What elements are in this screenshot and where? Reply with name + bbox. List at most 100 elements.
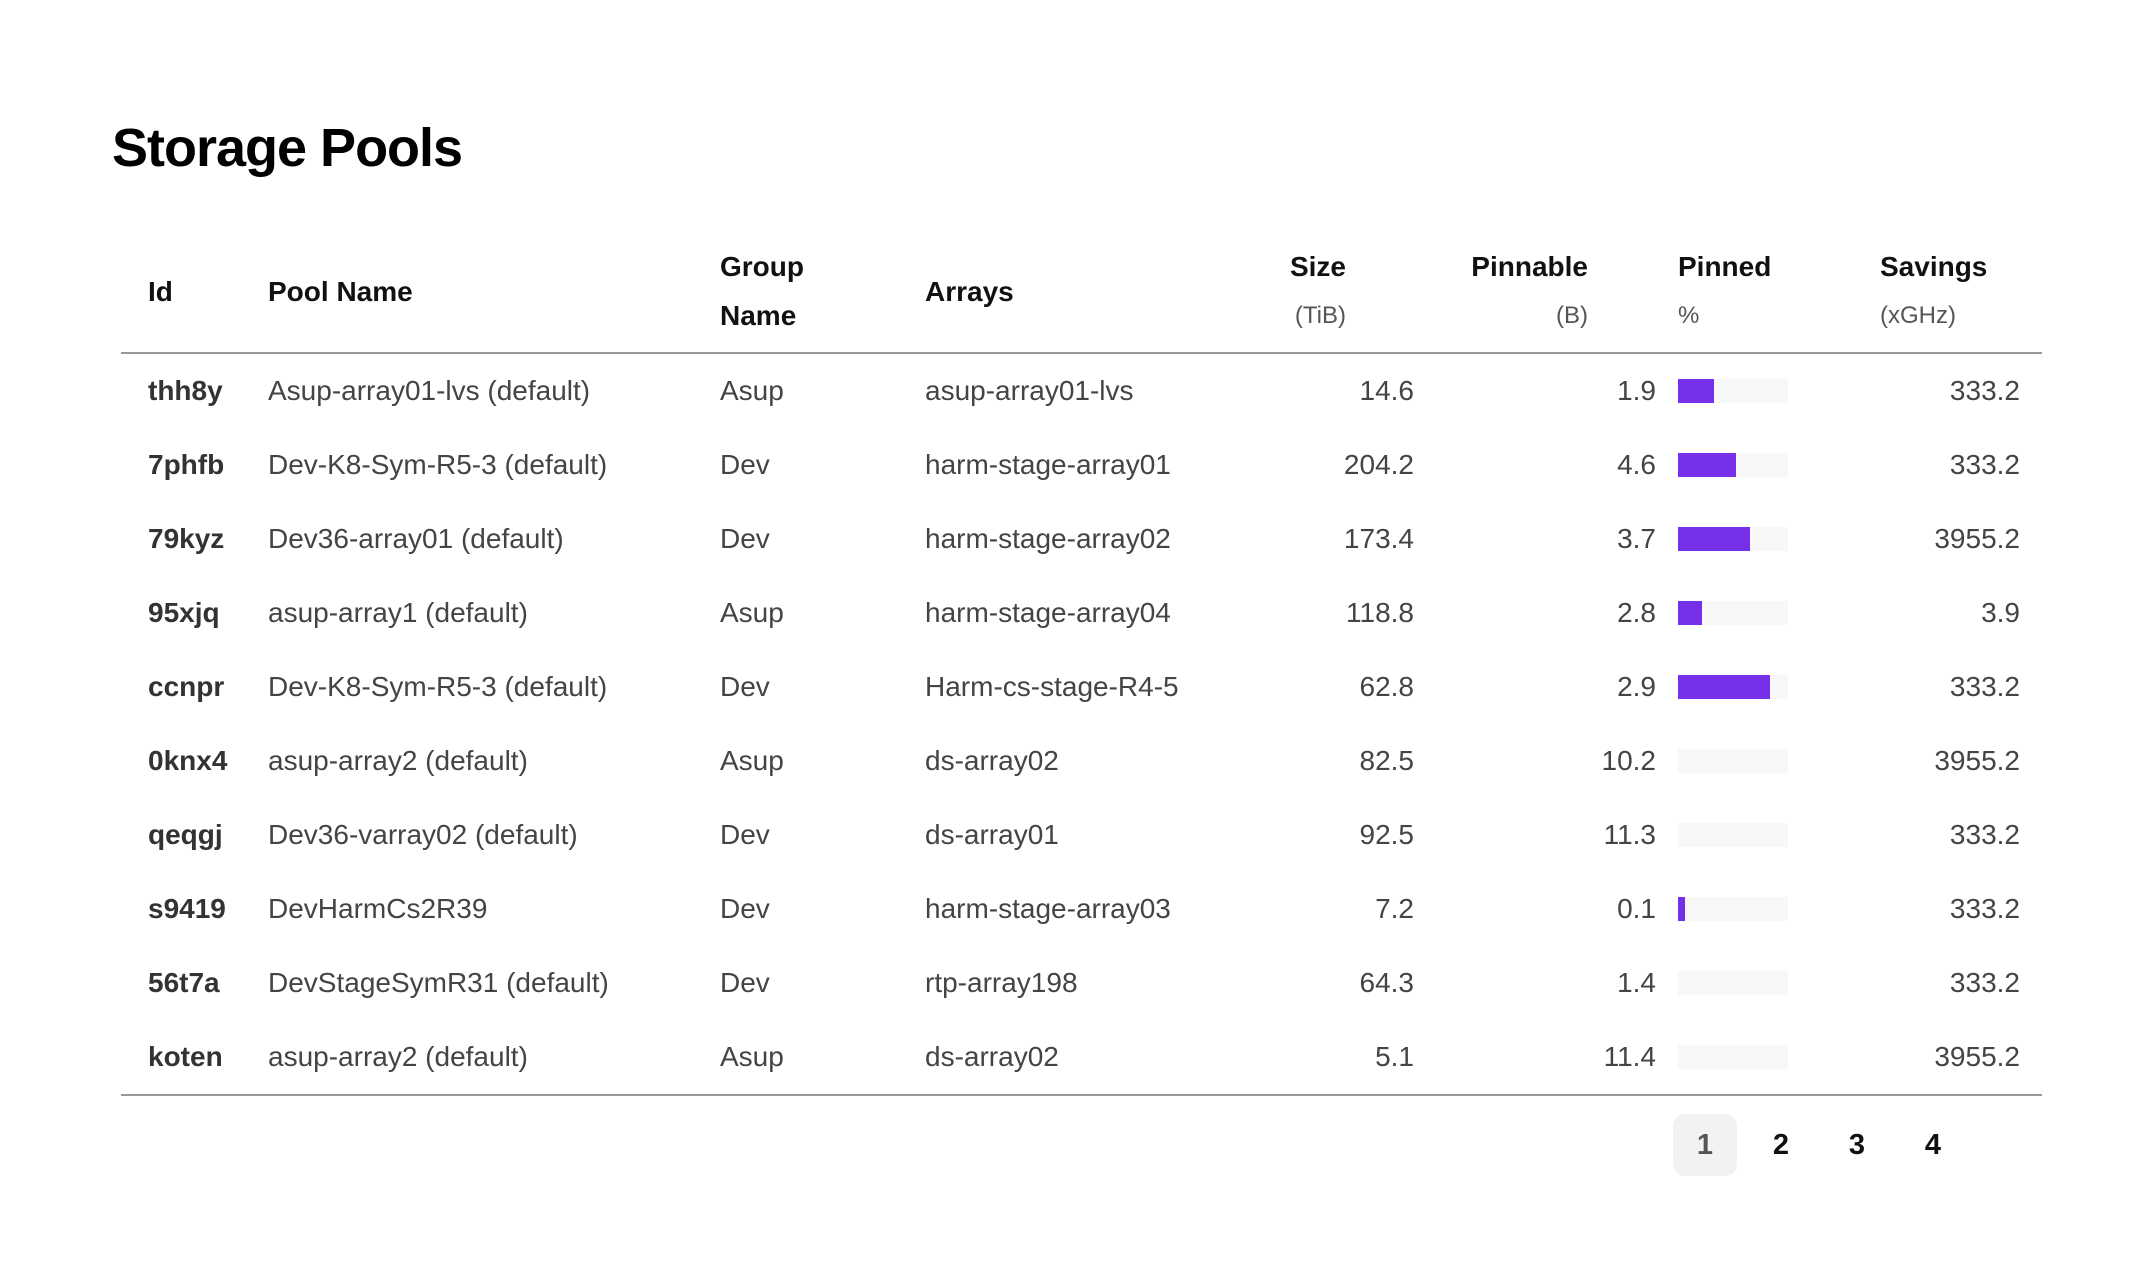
cell-id: 56t7a [148, 967, 220, 998]
cell-size: 14.6 [1359, 375, 1415, 406]
cell-arrays: ds-array01 [925, 819, 1059, 850]
cell-pinnable: 10.2 [1601, 745, 1657, 776]
pinned-bar-track [1678, 675, 1788, 699]
cell-pinnable: 1.4 [1617, 967, 1656, 998]
cell-group-name: Dev [720, 523, 770, 554]
cell-pinnable: 2.9 [1617, 671, 1656, 702]
pagination-page-4[interactable]: 4 [1901, 1114, 1965, 1176]
cell-id: qeqgj [148, 819, 223, 850]
cell-savings: 3955.2 [1934, 523, 2020, 554]
column-header-pinnable: Pinnable (B) [1414, 242, 1656, 340]
cell-pinnable: 3.7 [1617, 523, 1656, 554]
column-header-label: Arrays [925, 275, 1014, 307]
cell-pinned [1656, 823, 1880, 847]
cell-id: 79kyz [148, 523, 225, 554]
pagination-prev-button[interactable] [1605, 1114, 1661, 1176]
cell-pinned [1656, 379, 1880, 403]
pagination-next-button[interactable] [1977, 1114, 2033, 1176]
cell-arrays: asup-array01-lvs [925, 375, 1134, 406]
cell-pinned [1656, 971, 1880, 995]
cell-id: koten [148, 1041, 223, 1072]
column-header-label: Size [1289, 251, 1346, 282]
cell-arrays: harm-stage-array03 [925, 893, 1171, 924]
pinned-bar-fill [1678, 453, 1737, 477]
table-row: 0knx4 asup-array2 (default) Asup ds-array02… [121, 724, 2042, 798]
cell-id: 95xjq [148, 597, 220, 628]
cell-group-name: Asup [720, 597, 784, 628]
cell-size: 82.5 [1359, 745, 1415, 776]
column-header-label: Group Name [720, 251, 812, 331]
cell-pool-name: asup-array2 (default) [268, 1041, 528, 1072]
cell-pool-name: Dev36-array01 (default) [268, 523, 564, 554]
cell-size: 92.5 [1359, 819, 1415, 850]
cell-group-name: Dev [720, 819, 770, 850]
column-header-label: Id [148, 275, 173, 307]
cell-savings: 3955.2 [1934, 745, 2020, 776]
cell-savings: 333.2 [1949, 375, 2020, 406]
cell-id: ccnpr [148, 671, 225, 702]
table-row: qeqgj Dev36-varray02 (default) Dev ds-array… [121, 798, 2042, 872]
cell-id: s9419 [148, 893, 226, 924]
cell-arrays: ds-array02 [925, 745, 1059, 776]
page-title: Storage Pools [112, 118, 463, 178]
cell-pinned [1656, 1045, 1880, 1069]
cell-savings: 333.2 [1949, 671, 2020, 702]
cell-pinnable: 4.6 [1617, 449, 1656, 480]
column-header-label: Pool Name [268, 275, 413, 307]
table-row: 56t7a DevStageSymR31 (default) Dev rtp-arra… [121, 946, 2042, 1020]
pinned-bar-track [1678, 527, 1788, 551]
table-row: 95xjq asup-array1 (default) Asup harm-stage… [121, 576, 2042, 650]
pinned-bar-fill [1678, 675, 1771, 699]
pagination-page-1[interactable]: 1 [1673, 1114, 1737, 1176]
table-row: koten asup-array2 (default) Asup ds-array02… [121, 1020, 2042, 1094]
cell-pinned [1656, 749, 1880, 773]
cell-pinned [1656, 897, 1880, 921]
cell-pinned [1656, 453, 1880, 477]
cell-pinned [1656, 601, 1880, 625]
cell-arrays: rtp-array198 [925, 967, 1078, 998]
cell-pinnable: 2.8 [1617, 597, 1656, 628]
cell-group-name: Dev [720, 967, 770, 998]
pinned-bar-fill [1678, 527, 1750, 551]
cell-size: 118.8 [1346, 597, 1414, 628]
chevron-right-icon [1987, 1126, 2023, 1165]
pagination-page-2[interactable]: 2 [1749, 1114, 1813, 1176]
cell-pinned [1656, 527, 1880, 551]
cell-size: 64.3 [1359, 967, 1415, 998]
cell-arrays: harm-stage-array04 [925, 597, 1171, 628]
cell-id: 7phfb [148, 449, 225, 480]
cell-pool-name: Dev-K8-Sym-R5-3 (default) [268, 449, 608, 480]
table-row: 7phfb Dev-K8-Sym-R5-3 (default) Dev harm-st… [121, 428, 2042, 502]
pinned-bar-track [1678, 971, 1788, 995]
storage-pools-page: Storage Pools Id Pool Name Group Name Array… [112, 118, 2042, 1176]
pinned-bar-track [1678, 749, 1788, 773]
cell-group-name: Asup [720, 745, 784, 776]
pinned-bar-track [1678, 601, 1788, 625]
cell-pinnable: 11.3 [1603, 819, 1656, 850]
pinned-bar-track [1678, 823, 1788, 847]
column-header-unit: (TiB) [1294, 302, 1346, 329]
cell-pool-name: DevHarmCs2R39 [268, 893, 488, 924]
cell-savings: 333.2 [1949, 449, 2020, 480]
cell-size: 62.8 [1359, 671, 1415, 702]
pinned-bar-fill [1678, 379, 1715, 403]
pagination-page-3[interactable]: 3 [1825, 1114, 1889, 1176]
cell-savings: 333.2 [1949, 967, 2020, 998]
column-header-size: Size (TiB) [1180, 242, 1414, 340]
cell-pinned [1656, 675, 1880, 699]
cell-pool-name: Dev36-varray02 (default) [268, 819, 578, 850]
cell-arrays: Harm-cs-stage-R4-5 [925, 671, 1179, 702]
column-header-unit: (xGHz) [1880, 302, 1956, 329]
cell-group-name: Dev [720, 449, 770, 480]
cell-savings: 3955.2 [1934, 1041, 2020, 1072]
storage-pools-table: Id Pool Name Group Name Arrays Size (TiB) Pinn… [121, 230, 2042, 1096]
cell-arrays: harm-stage-array01 [925, 449, 1171, 480]
column-header-savings: Savings (xGHz) [1880, 242, 2042, 340]
column-header-unit: % [1678, 302, 1700, 329]
cell-savings: 333.2 [1949, 819, 2020, 850]
cell-id: 0knx4 [148, 745, 228, 776]
table-header-row: Id Pool Name Group Name Arrays Size (TiB) Pinn… [121, 230, 2042, 354]
table-row: thh8y Asup-array01-lvs (default) Asup asup-… [121, 354, 2042, 428]
pinned-bar-fill [1678, 897, 1685, 921]
